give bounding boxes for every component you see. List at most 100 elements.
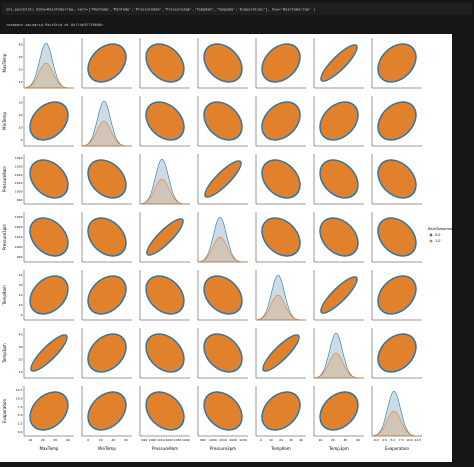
x-tick-label: 2.5 (382, 438, 387, 442)
y-tick-label: 1030 (15, 215, 23, 219)
legend-label: 1.0 (435, 239, 440, 243)
y-tick-label: 0.0 (18, 430, 23, 434)
scatter-cloud (204, 102, 242, 140)
scatter-cloud (378, 218, 416, 256)
scatter-cloud (88, 334, 126, 372)
scatter-cloud (320, 102, 358, 140)
y-tick-label: 1040 (15, 156, 23, 160)
scatter-cloud (320, 160, 358, 198)
x-axis-label: MaxTemp (40, 446, 59, 451)
x-axis-label: Temp9am (270, 446, 291, 451)
y-axis-label: MaxTemp (2, 53, 7, 72)
x-tick-label: 40 (66, 438, 70, 442)
x-tick-label: 20 (331, 438, 335, 442)
y-axis-label: Temp9am (2, 285, 7, 306)
scatter-cloud (30, 276, 68, 314)
x-tick-label: 20 (111, 438, 115, 442)
kde-curve (371, 410, 422, 437)
kde-curve (197, 236, 248, 263)
x-tick-label: 10.0 (406, 438, 413, 442)
scatter-cloud (146, 276, 184, 314)
x-tick-label: 20 (41, 438, 45, 442)
legend-label: 0.0 (435, 233, 440, 237)
scatter-cloud (378, 102, 416, 140)
x-tick-label: 30 (124, 438, 128, 442)
y-tick-label: 30 (19, 345, 23, 349)
scatter-cloud (262, 44, 300, 82)
kde-curve (255, 294, 306, 321)
scatter-cloud (88, 392, 126, 430)
x-tick-label: 30 (289, 438, 293, 442)
y-tick-label: 10.0 (16, 397, 23, 401)
scatter-cloud (378, 276, 416, 314)
x-tick-label: 1000 (149, 438, 157, 442)
scatter-cloud (205, 161, 241, 197)
legend-marker (429, 239, 433, 243)
scatter-cloud (30, 218, 68, 256)
scatter-cloud (321, 45, 357, 81)
x-axis-label: Pressure3pm (210, 446, 236, 451)
y-tick-label: 1000 (15, 190, 23, 194)
scatter-cloud (204, 44, 242, 82)
x-tick-label: 1020 (165, 438, 173, 442)
y-tick-label: 1020 (15, 173, 23, 177)
scatter-cloud (147, 219, 183, 255)
scatter-cloud (146, 102, 184, 140)
x-tick-label: 20 (279, 438, 283, 442)
x-tick-label: 0 (87, 438, 89, 442)
y-tick-label: 10 (19, 303, 23, 307)
x-tick-label: 1030 (174, 438, 182, 442)
x-tick-label: 1010 (219, 438, 227, 442)
x-tick-label: 12.5 (414, 438, 421, 442)
x-tick-label: 990 (141, 438, 147, 442)
scatter-cloud (146, 44, 184, 82)
x-tick-label: 1020 (229, 438, 237, 442)
y-tick-label: 40 (19, 42, 23, 46)
scatter-cloud (262, 392, 300, 430)
output-text: <seaborn.axisgrid.PairGrid at 0x7f4e3f7f… (6, 23, 104, 27)
kde-curve (81, 120, 132, 147)
y-tick-label: 20 (19, 357, 23, 361)
scatter-cloud (378, 160, 416, 198)
y-axis-label: MinTemp (2, 112, 7, 130)
y-axis-label: Temp3pm (2, 343, 7, 364)
y-axis-label: Pressure3pm (2, 224, 7, 250)
x-tick-label: 10 (99, 438, 103, 442)
scatter-cloud (146, 334, 184, 372)
y-tick-label: 10 (19, 80, 23, 84)
scatter-cloud (262, 160, 300, 198)
y-tick-label: 20 (19, 113, 23, 117)
kde-curve (139, 178, 190, 205)
scatter-cloud (146, 392, 184, 430)
legend-marker (429, 233, 433, 237)
scatter-cloud (320, 392, 358, 430)
scatter-cloud (88, 276, 126, 314)
y-axis-label: Evaporation (2, 398, 7, 423)
x-tick-label: 40 (299, 438, 303, 442)
scatter-cloud (31, 335, 67, 371)
y-axis-label: Pressure9am (2, 166, 7, 192)
kde-curve (313, 352, 364, 379)
x-tick-label: 1030 (239, 438, 247, 442)
scatter-cloud (378, 44, 416, 82)
x-tick-label: 1010 (157, 438, 165, 442)
scatter-cloud (262, 218, 300, 256)
y-tick-label: 990 (17, 255, 23, 259)
y-tick-label: 7.5 (18, 405, 23, 409)
y-tick-label: 2.5 (18, 422, 23, 426)
scatter-cloud (378, 334, 416, 372)
y-tick-label: 40 (19, 273, 23, 277)
x-tick-label: 10 (28, 438, 32, 442)
y-tick-label: 30 (19, 283, 23, 287)
y-tick-label: 1030 (15, 165, 23, 169)
legend-title: RainTomorrow (428, 227, 453, 231)
x-axis-label: Pressure9am (152, 446, 178, 451)
kde-curve (23, 62, 74, 89)
scatter-cloud (320, 218, 358, 256)
x-tick-label: 10 (269, 438, 273, 442)
scatter-cloud (263, 335, 299, 371)
x-tick-label: 0.0 (374, 438, 379, 442)
scatter-cloud (321, 277, 357, 313)
